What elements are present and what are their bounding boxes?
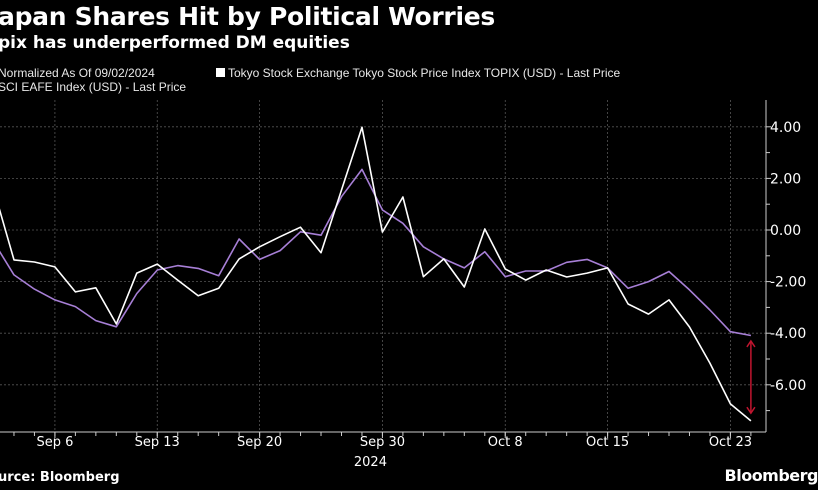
legend-swatch-topix bbox=[216, 68, 225, 77]
x-tick-label: Sep 20 bbox=[237, 435, 282, 450]
legend-item-msci: SCI EAFE Index (USD) - Last Price bbox=[0, 80, 186, 94]
series-lines bbox=[0, 126, 752, 422]
y-tick-label: 2.00 bbox=[770, 171, 801, 187]
x-year-label: 2024 bbox=[354, 455, 387, 470]
x-tick-label: Sep 6 bbox=[36, 435, 73, 450]
x-tick-label: Oct 15 bbox=[586, 435, 629, 450]
y-tick-label: 4.00 bbox=[770, 120, 801, 136]
legend-label-msci: SCI EAFE Index (USD) - Last Price bbox=[0, 80, 187, 94]
chart-subtitle: pix has underperformed DM equities bbox=[0, 33, 350, 53]
x-tick-label: Sep 13 bbox=[135, 435, 180, 450]
legend-item-topix: Tokyo Stock Exchange Tokyo Stock Price I… bbox=[216, 66, 620, 80]
x-tick-label: Sep 30 bbox=[360, 435, 405, 450]
x-tick-label: Oct 8 bbox=[488, 435, 523, 450]
chart-title: apan Shares Hit by Political Worries bbox=[0, 2, 495, 31]
legend-label-topix: Tokyo Stock Exchange Tokyo Stock Price I… bbox=[228, 66, 621, 80]
bloomberg-logo: Bloomberg bbox=[724, 466, 818, 485]
y-tick-label: -4.00 bbox=[770, 326, 806, 342]
annotation bbox=[746, 339, 756, 415]
x-tick-label: Oct 23 bbox=[709, 435, 752, 450]
y-tick-label: 0.00 bbox=[770, 223, 801, 239]
y-tick-label: -6.00 bbox=[770, 378, 806, 394]
topix-line bbox=[0, 126, 752, 422]
gap-arrow-head-top bbox=[746, 339, 756, 348]
legend-normalized-note: Normalized As Of 09/02/2024 bbox=[0, 66, 155, 80]
grid bbox=[0, 100, 766, 432]
source-note: urce: Bloomberg bbox=[0, 470, 120, 485]
axes: 4.00 2.00 0.00 -2.00 -4.00 -6.00 Sep 6 Sep 13 Se… bbox=[0, 100, 806, 470]
y-tick-label: -2.00 bbox=[770, 275, 806, 291]
msci-eafe-line bbox=[0, 168, 752, 337]
gap-arrow-head-bottom bbox=[746, 406, 756, 415]
